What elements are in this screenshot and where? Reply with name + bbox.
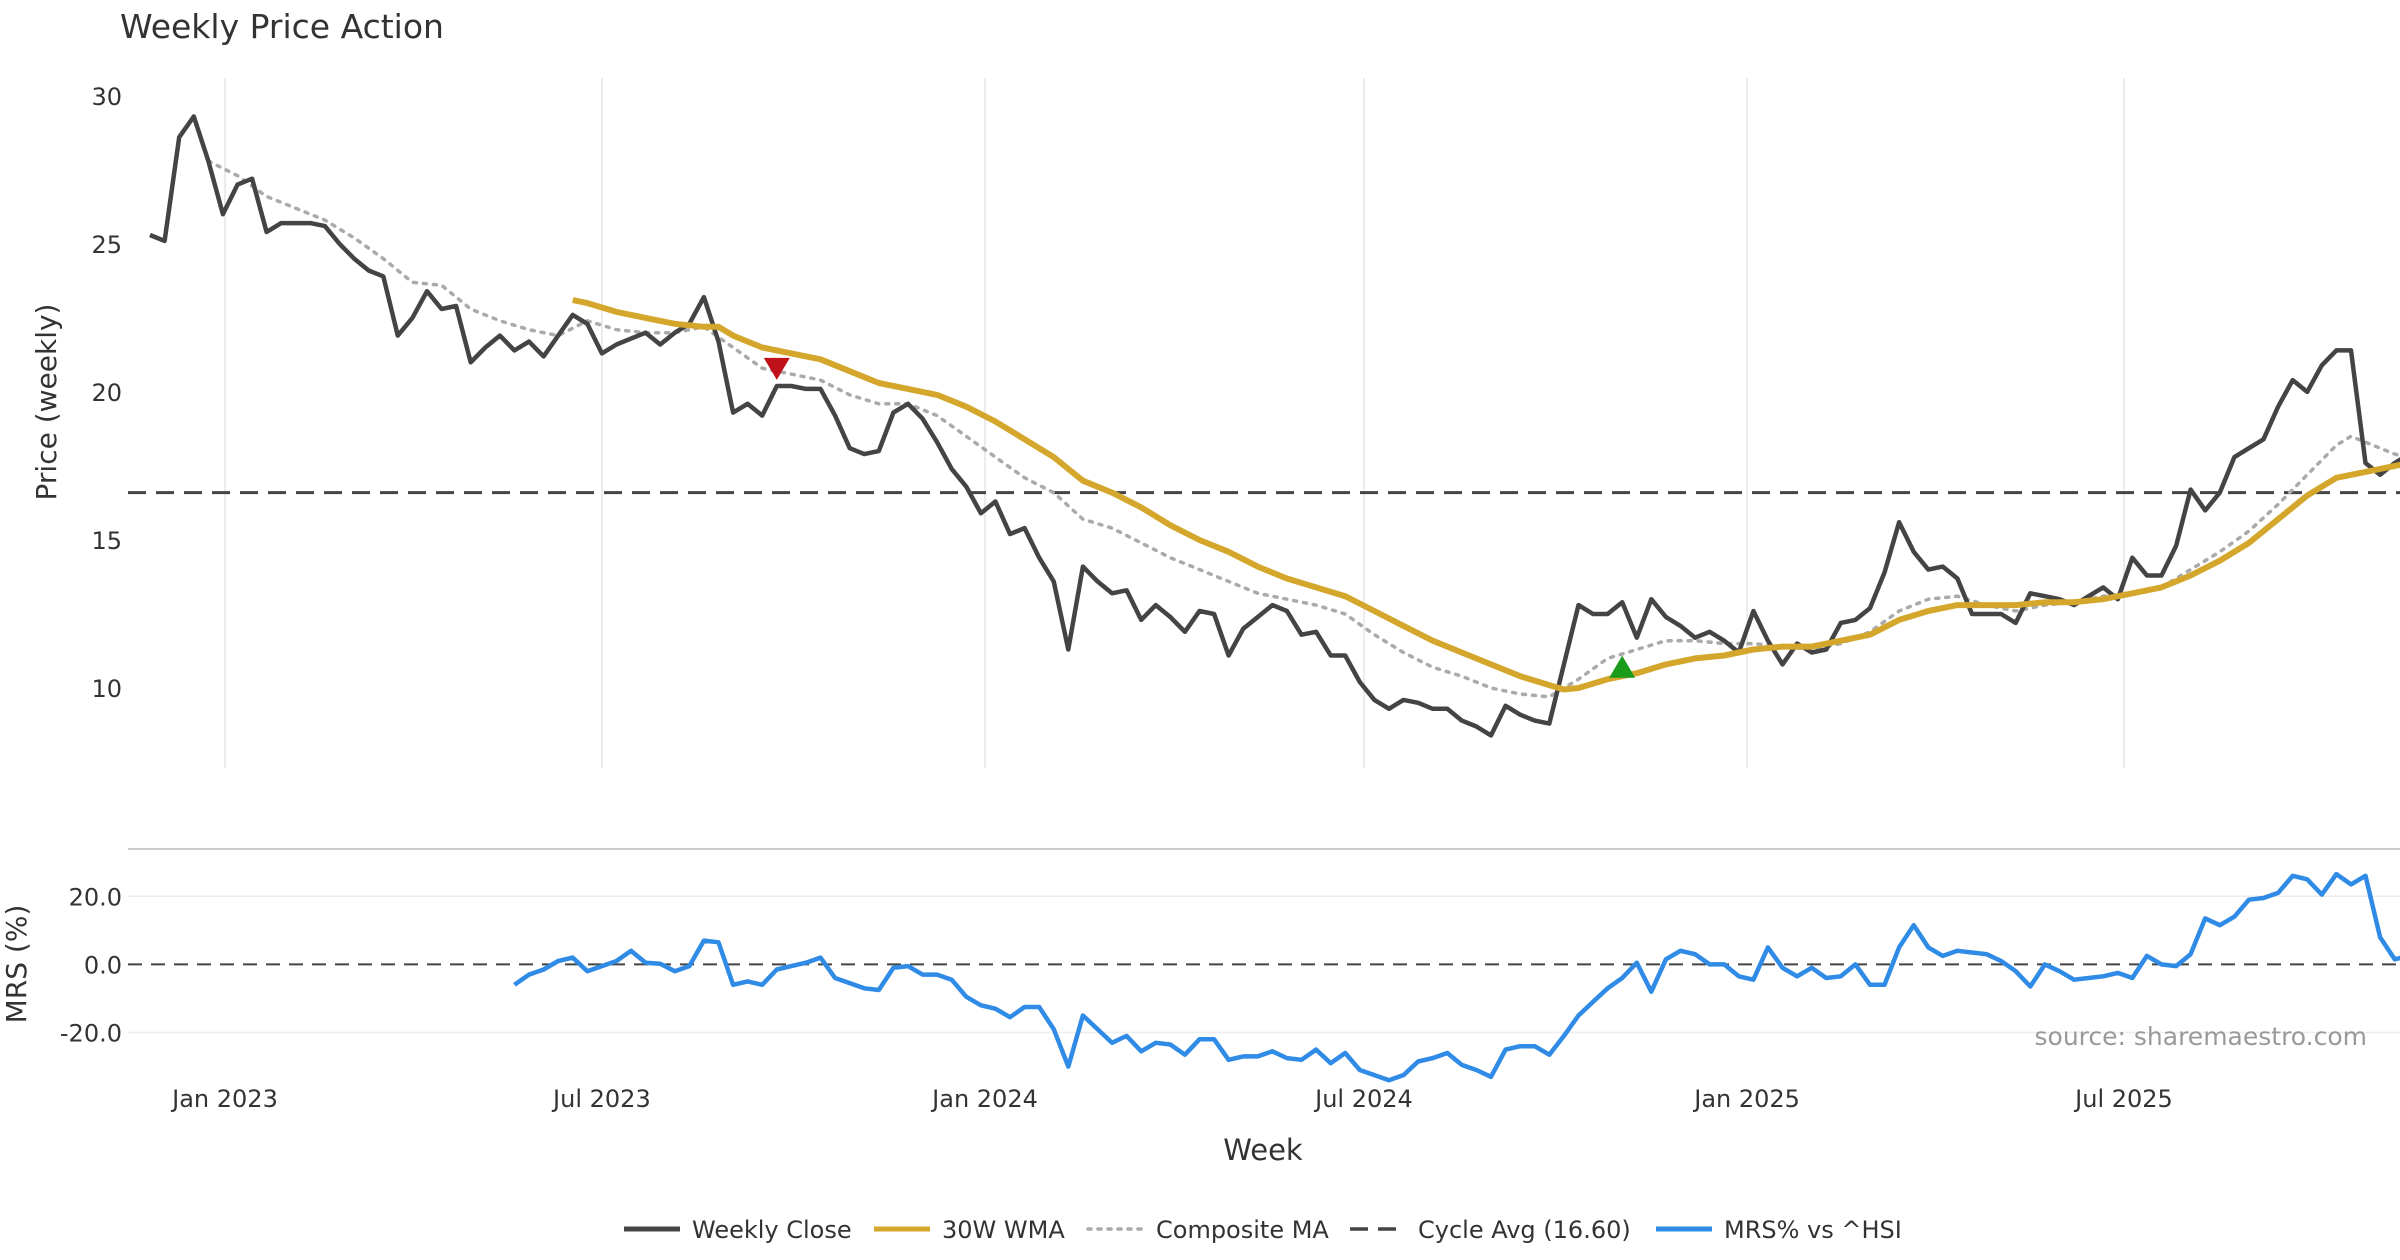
price-grid	[224, 78, 2125, 768]
x-tick-label: Jul 2023	[551, 1085, 651, 1113]
legend-item: 30W WMA	[874, 1216, 1065, 1244]
legend-label: 30W WMA	[942, 1216, 1065, 1244]
x-tick-label: Jul 2024	[1313, 1085, 1413, 1113]
source-note: source: sharemaestro.com	[2035, 1022, 2368, 1051]
mrs-y-tick-label: 0.0	[84, 951, 122, 979]
legend-label: Weekly Close	[692, 1216, 852, 1244]
composite-ma-line	[206, 159, 2400, 699]
price-y-tick-label: 15	[91, 527, 122, 555]
x-tick-label: Jan 2024	[930, 1085, 1038, 1113]
mrs-line	[513, 871, 2400, 1083]
x-tick-label: Jul 2025	[2073, 1085, 2173, 1113]
legend-item: Cycle Avg (16.60)	[1350, 1216, 1631, 1244]
legend: Weekly Close 30W WMA Composite MA Cycle Avg…	[624, 1216, 1902, 1244]
legend-label: MRS% vs ^HSI	[1724, 1216, 1902, 1244]
buy-signal-marker	[1609, 655, 1636, 678]
price-y-tick-label: 30	[91, 83, 122, 111]
price-y-axis-label: Price (weekly)	[30, 304, 63, 501]
legend-label: Cycle Avg (16.60)	[1418, 1216, 1631, 1244]
mrs-y-ticks: 20.0 0.0 -20.0	[60, 883, 122, 1047]
price-y-tick-label: 10	[91, 675, 122, 703]
weekly-close-line	[149, 114, 2400, 738]
mrs-y-tick-label: 20.0	[69, 883, 122, 911]
mrs-grid	[128, 895, 2400, 1034]
mrs-y-tick-label: -20.0	[60, 1020, 122, 1048]
legend-item: MRS% vs ^HSI	[1656, 1216, 1902, 1244]
sell-signal-marker	[763, 357, 790, 380]
x-axis-label: Week	[1223, 1133, 1303, 1167]
x-ticks: Jan 2023 Jul 2023 Jan 2024 Jul 2024 Jan 2025…	[170, 1085, 2173, 1113]
signal-markers	[763, 357, 1636, 678]
price-y-ticks: 10 15 20 25 30	[91, 83, 122, 703]
x-tick-label: Jan 2025	[1692, 1085, 1800, 1113]
chart-title: Weekly Price Action	[120, 7, 444, 46]
legend-item: Weekly Close	[624, 1216, 852, 1244]
wma-30w-line	[572, 297, 2400, 693]
price-y-tick-label: 20	[91, 379, 122, 407]
legend-label: Composite MA	[1156, 1216, 1329, 1244]
x-tick-label: Jan 2023	[170, 1085, 278, 1113]
legend-item: Composite MA	[1086, 1216, 1329, 1244]
mrs-y-axis-label: MRS (%)	[0, 905, 33, 1024]
price-y-tick-label: 25	[91, 231, 122, 259]
